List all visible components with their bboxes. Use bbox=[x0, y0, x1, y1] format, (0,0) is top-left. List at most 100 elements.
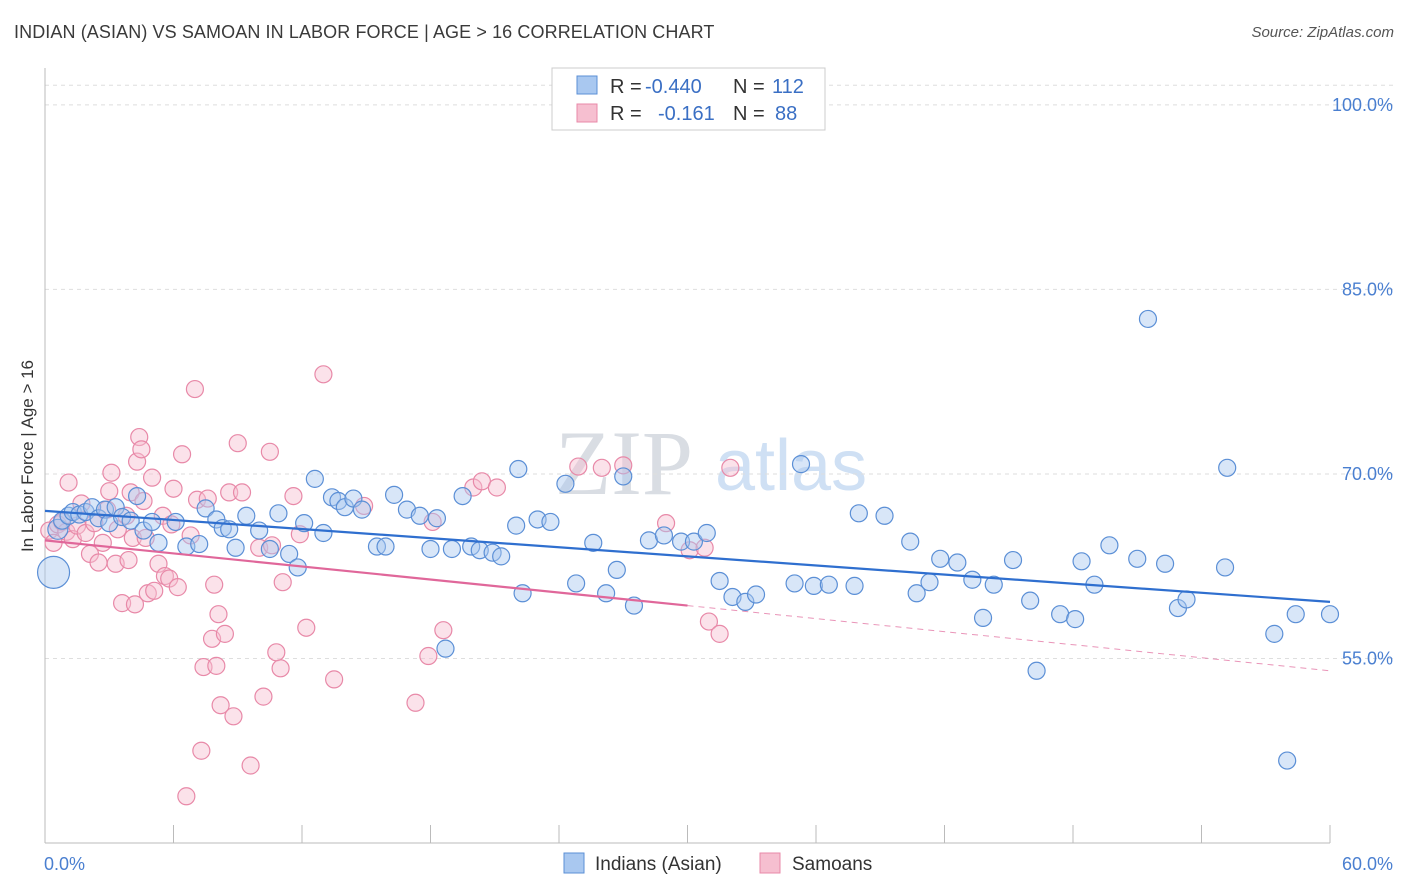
indians-asian-point-41 bbox=[376, 537, 395, 556]
indians-asian-point-67 bbox=[654, 526, 674, 545]
indians-asian-point-92 bbox=[1027, 661, 1046, 680]
samoans-point-12 bbox=[89, 553, 108, 572]
indians-asian-point-16 bbox=[142, 512, 162, 532]
indians-asian-point-71 bbox=[710, 571, 729, 591]
samoans-point-32 bbox=[145, 581, 164, 600]
samoans-point-64 bbox=[271, 659, 290, 678]
indians-asian-point-30 bbox=[280, 544, 299, 564]
indians-asian-point-63 bbox=[607, 560, 626, 580]
samoans-point-51 bbox=[209, 605, 228, 624]
indians-asian-point-46 bbox=[427, 509, 447, 528]
samoans-point-31 bbox=[142, 468, 162, 487]
indians-asian-point-104 bbox=[1218, 458, 1237, 477]
indians-asian-point-33 bbox=[305, 469, 324, 488]
indians-asian-point-88 bbox=[973, 608, 993, 627]
legend-swatch-indians bbox=[576, 75, 598, 95]
indians-asian-point-86 bbox=[948, 553, 967, 572]
bottom-legend-label-samoans: Samoans bbox=[792, 854, 872, 875]
indians-asian-point-82 bbox=[901, 532, 920, 551]
indians-asian-point-102 bbox=[1177, 590, 1196, 609]
legend-n-label-indians: N = bbox=[733, 76, 765, 98]
samoans-point-15 bbox=[100, 482, 119, 501]
indians-asian-point-20 bbox=[190, 534, 209, 554]
samoans-point-5 bbox=[59, 473, 78, 492]
y-tick-label-100: 100.0% bbox=[1332, 95, 1393, 115]
x-ticks bbox=[44, 825, 1331, 843]
indians-asian-point-77 bbox=[804, 576, 823, 595]
samoans-point-19 bbox=[112, 594, 132, 613]
samoans-point-41 bbox=[177, 787, 196, 806]
indians-asian-point-45 bbox=[421, 539, 440, 559]
samoans-point-75 bbox=[434, 621, 453, 640]
indians-asian-point-59 bbox=[556, 474, 575, 493]
indians-asian-point-39 bbox=[352, 500, 372, 519]
samoans-point-52 bbox=[211, 696, 230, 715]
samoans-point-27 bbox=[132, 440, 151, 459]
indians-asian-point-107 bbox=[1286, 605, 1305, 624]
bottom-legend-swatch-indians bbox=[563, 852, 585, 874]
indians-asian-point-91 bbox=[1021, 591, 1040, 610]
indians-asian-point-14 bbox=[127, 486, 147, 506]
legend-r-value-samoans: -0.161 bbox=[658, 103, 715, 125]
samoans-point-87 bbox=[695, 538, 714, 557]
y-tick-label-55: 55.0% bbox=[1342, 648, 1393, 668]
indians-asian-point-75 bbox=[785, 574, 804, 593]
indians-asian-point-44 bbox=[410, 506, 429, 525]
samoans-point-38 bbox=[164, 479, 183, 498]
samoans-point-78 bbox=[487, 478, 506, 497]
legend-r-label-samoans: R = bbox=[610, 103, 642, 125]
bottom-legend: Indians (Asian) Samoans bbox=[563, 852, 872, 875]
samoans-point-16 bbox=[102, 463, 121, 482]
indians-asian-point-97 bbox=[1100, 536, 1119, 555]
indians-asian-point-29 bbox=[269, 504, 288, 523]
indians-asian-point-81 bbox=[875, 506, 894, 525]
samoans-point-46 bbox=[194, 657, 213, 677]
chart-title: INDIAN (ASIAN) VS SAMOAN IN LABOR FORCE … bbox=[14, 22, 715, 42]
samoans-points bbox=[40, 365, 740, 806]
indians-asian-point-103 bbox=[1215, 558, 1235, 577]
samoans-point-55 bbox=[224, 707, 243, 726]
indians-asian-point-49 bbox=[453, 486, 472, 506]
samoans-point-54 bbox=[220, 483, 239, 502]
samoans-point-66 bbox=[284, 486, 303, 506]
samoans-point-61 bbox=[260, 442, 279, 461]
legend-n-value-indians: 112 bbox=[772, 76, 804, 98]
samoans-point-84 bbox=[699, 612, 719, 631]
indians-asian-point-74 bbox=[746, 585, 766, 604]
indians-asian-point-87 bbox=[963, 570, 982, 589]
indians-asian-point-53 bbox=[492, 547, 511, 566]
samoans-point-40 bbox=[172, 445, 192, 464]
indians-asian-point-76 bbox=[791, 455, 811, 474]
indians-asian-point-18 bbox=[166, 512, 185, 532]
indians-asian-point-93 bbox=[1051, 605, 1070, 624]
samoans-point-73 bbox=[419, 646, 438, 666]
bottom-legend-swatch-samoans bbox=[759, 852, 781, 874]
indians-asian-point-106 bbox=[1278, 751, 1297, 770]
indians-asian-point-25 bbox=[226, 538, 245, 557]
samoans-point-57 bbox=[232, 483, 252, 502]
indians-asian-point-60 bbox=[567, 574, 586, 593]
samoans-point-43 bbox=[185, 379, 205, 399]
legend-swatch-samoans bbox=[576, 103, 598, 123]
samoans-point-45 bbox=[192, 741, 211, 760]
legend-r-value-indians: -0.440 bbox=[645, 76, 702, 98]
indians-asian-point-78 bbox=[819, 575, 838, 594]
indians-asian-point-69 bbox=[684, 532, 704, 551]
indians-asian-trend-line bbox=[44, 509, 1331, 603]
samoans-point-50 bbox=[207, 656, 226, 675]
indians-asian-point-89 bbox=[984, 575, 1003, 594]
samoans-point-21 bbox=[119, 550, 138, 570]
samoans-point-69 bbox=[314, 365, 333, 384]
samoans-point-63 bbox=[267, 643, 286, 662]
indians-asian-point-99 bbox=[1138, 309, 1158, 329]
samoans-point-60 bbox=[254, 687, 273, 706]
indians-asian-point-61 bbox=[584, 533, 603, 552]
indians-asian-point-68 bbox=[671, 532, 691, 551]
trend-lines bbox=[44, 509, 1331, 672]
chart-source: Source: ZipAtlas.com bbox=[1251, 24, 1394, 41]
indians-asian-point-42 bbox=[384, 485, 404, 504]
indians-asian-point-54 bbox=[507, 516, 526, 535]
indians-asian-point-73 bbox=[736, 592, 755, 611]
indians-asian-point-47 bbox=[436, 639, 455, 658]
indians-asian-point-105 bbox=[1265, 624, 1284, 643]
